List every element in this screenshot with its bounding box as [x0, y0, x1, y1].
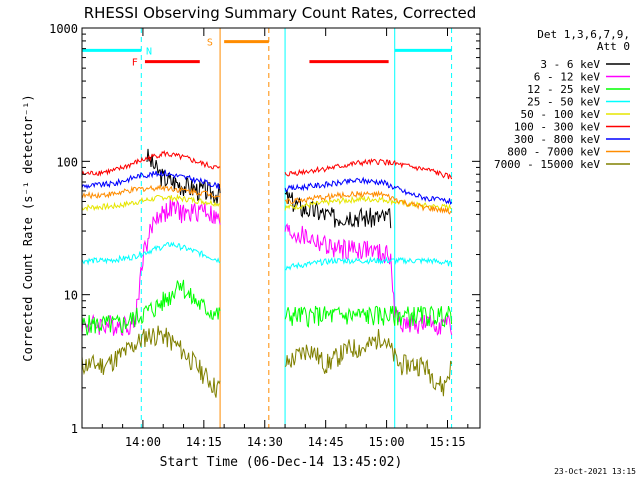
legend-label-2: 6 - 12 keV	[534, 71, 601, 84]
plot-frame	[81, 27, 481, 429]
annotation-s: S	[207, 38, 213, 49]
y-tick-label-4: 1000	[49, 22, 78, 36]
legend-label-9: 7000 - 15000 keV	[494, 158, 600, 171]
series-line-9-part-2	[284, 328, 453, 397]
legend-label-5: 50 - 100 keV	[521, 108, 601, 121]
legend-label-8: 800 - 7000 keV	[507, 146, 600, 159]
series-line-9-part-1	[81, 325, 221, 398]
y-tick-label-2: 10	[64, 289, 78, 303]
series-line-5-part-1	[81, 193, 221, 212]
y-tick-label-1: 1	[71, 422, 78, 436]
series-line-3-part-2	[284, 305, 453, 328]
x-tick-label-4: 14:45	[308, 435, 344, 449]
series-line-2-part-2	[284, 223, 453, 336]
x-tick-label-6: 15:15	[429, 435, 465, 449]
series-line-1-part-2	[284, 189, 392, 229]
series-line-8-part-2	[284, 190, 452, 215]
series-line-6-part-2	[284, 158, 453, 180]
series-line-7-part-2	[284, 176, 453, 206]
series-line-6-part-1	[81, 149, 221, 177]
legend-label-6: 100 - 300 keV	[514, 121, 600, 134]
x-axis-label: Start Time (06-Dec-14 13:45:02)	[160, 455, 403, 470]
series-line-2-part-1	[81, 198, 221, 336]
y-axis-label: Corrected Count Rate (s⁻¹ detector⁻¹)	[21, 94, 35, 361]
series-line-7-part-1	[81, 169, 221, 190]
legend-title-line-2: Att 0	[597, 40, 630, 53]
legend-label-7: 300 - 800 keV	[514, 133, 600, 146]
series-line-4-part-1	[81, 241, 221, 266]
y-tick-label-3: 100	[56, 155, 78, 169]
legend-label-3: 12 - 25 keV	[527, 83, 600, 96]
legend-title-line-1: Det 1,3,6,7,9,	[537, 28, 630, 41]
annotation-n: N	[146, 46, 152, 57]
series-line-4-part-2	[284, 256, 453, 271]
x-tick-label-5: 15:00	[369, 435, 405, 449]
x-tick-label-1: 14:00	[125, 435, 161, 449]
x-axis: 14:00 14:15 14:30 14:45 15:00 15:15	[101, 28, 469, 449]
legend-label-1: 3 - 6 keV	[540, 58, 600, 71]
footer-date: 23-Oct-2021 13:15	[554, 467, 636, 476]
legend-label-4: 25 - 50 keV	[527, 96, 600, 109]
x-tick-label-3: 14:30	[247, 435, 283, 449]
y-axis: 1 10 100 1000	[49, 22, 480, 436]
plot-area: NF S	[81, 28, 453, 428]
series-line-8-part-1	[81, 184, 221, 200]
series-line-3-part-1	[81, 279, 221, 336]
x-tick-label-2: 14:15	[186, 435, 222, 449]
annotation-f: F	[132, 58, 138, 69]
series-line-5-part-2	[284, 195, 452, 212]
chart-title: RHESSI Observing Summary Count Rates, Co…	[84, 4, 477, 22]
